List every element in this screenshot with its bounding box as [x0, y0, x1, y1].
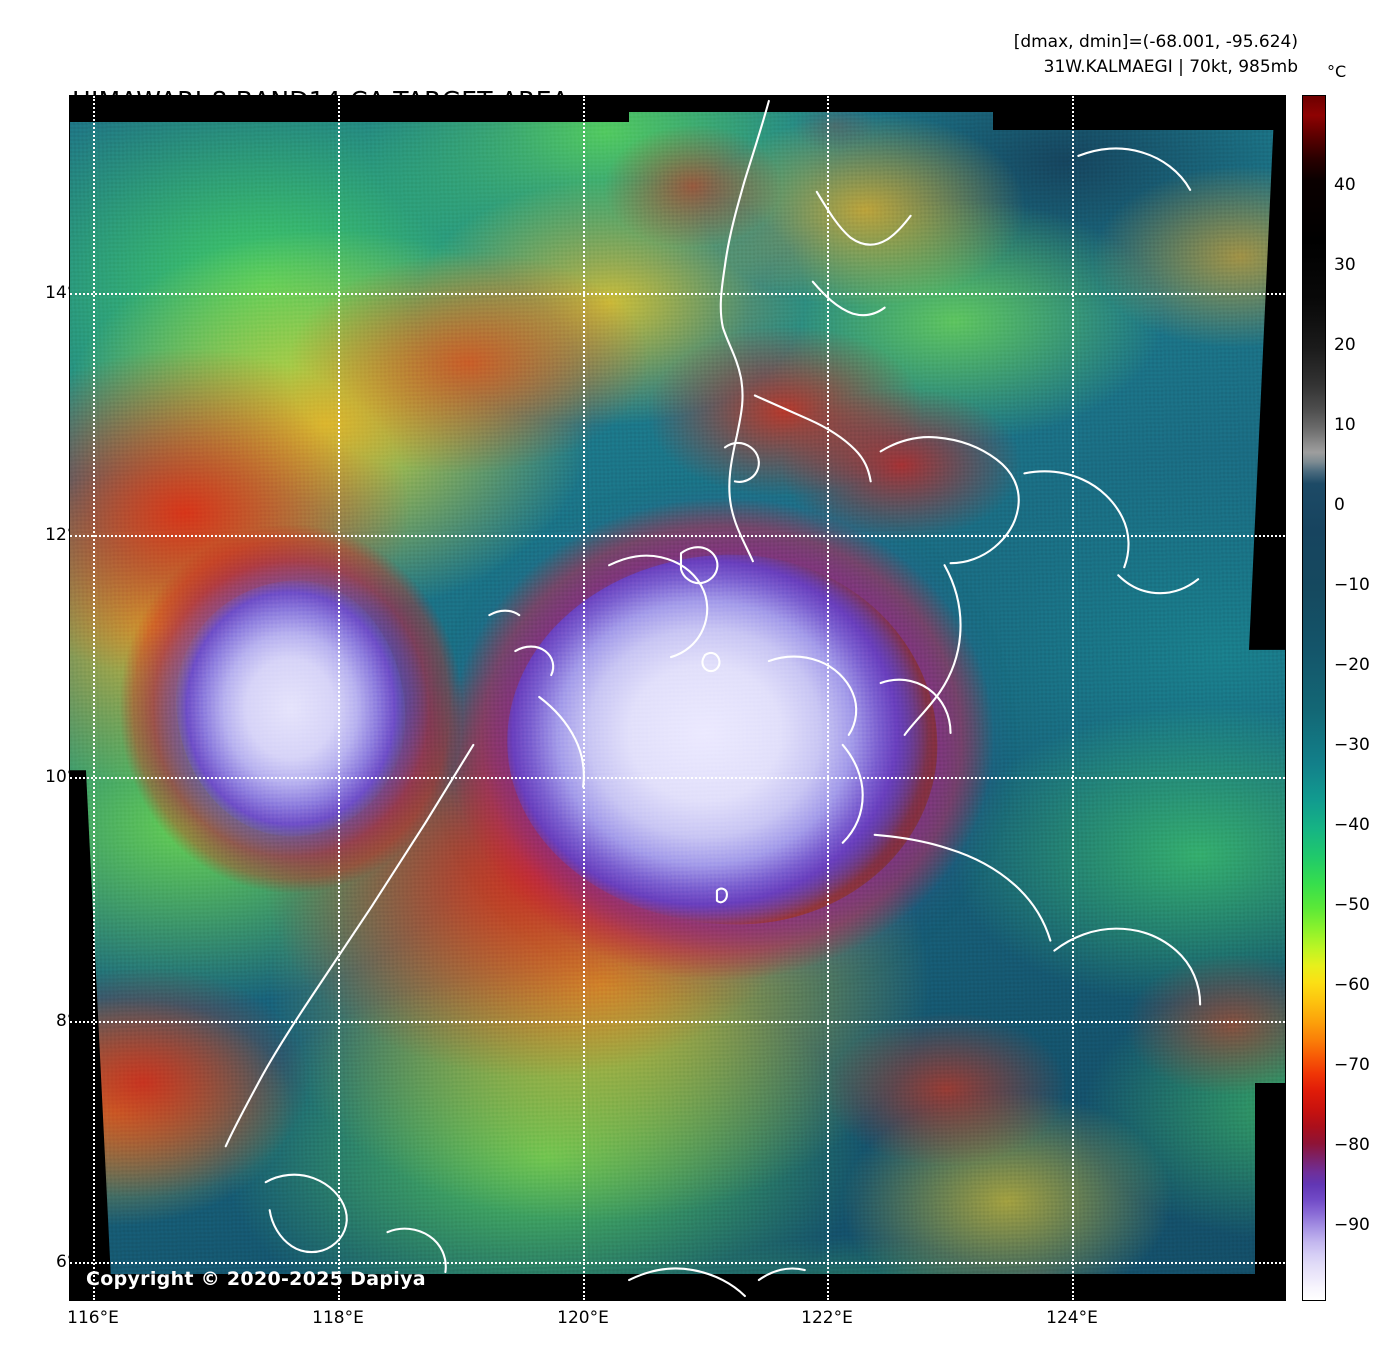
gridline-lat-8: [70, 1021, 1285, 1023]
swath-corner-mask: [70, 96, 629, 122]
colorbar-tick-label: −30: [1334, 735, 1370, 755]
gridline-lat-6: [70, 1262, 1285, 1264]
colorbar-tick-label: 40: [1334, 175, 1356, 195]
satellite-image-plot[interactable]: Copyright © 2020-2025 Dapiya: [69, 95, 1286, 1301]
colorbar-tick-label: −20: [1334, 655, 1370, 675]
colorbar-tick-label: −10: [1334, 575, 1370, 595]
gridline-lat-10: [70, 777, 1285, 779]
copyright-label: Copyright © 2020-2025 Dapiya: [86, 1268, 426, 1290]
swath-corner-mask: [70, 1274, 1285, 1300]
colorbar-tick-label: −90: [1334, 1215, 1370, 1235]
metadata-block: [dmax, dmin]=(-68.001, -95.624) 31W.KALM…: [1014, 30, 1298, 80]
colorbar-tick-label: −40: [1334, 815, 1370, 835]
xtick-label: 116°E: [67, 1308, 119, 1328]
data-range-label: [dmax, dmin]=(-68.001, -95.624): [1013, 32, 1298, 52]
xtick-label: 122°E: [801, 1308, 853, 1328]
gridline-lon-124: [1072, 96, 1074, 1300]
temperature-colorbar[interactable]: [1302, 95, 1326, 1301]
gridline-lat-12: [70, 535, 1285, 537]
gridline-lon-122: [827, 96, 829, 1300]
xtick-label: 118°E: [312, 1308, 364, 1328]
plot-clip: Copyright © 2020-2025 Dapiya: [70, 96, 1285, 1300]
colorbar-gradient: [1303, 96, 1325, 1300]
colorbar-tick-label: 30: [1334, 255, 1356, 275]
colorbar-tick-label: 20: [1334, 335, 1356, 355]
colorbar-tick-label: −70: [1334, 1055, 1370, 1075]
xtick-label: 120°E: [557, 1308, 609, 1328]
colorbar-tick-label: 10: [1334, 415, 1356, 435]
gridline-lon-118: [338, 96, 340, 1300]
xtick-label: 124°E: [1046, 1308, 1098, 1328]
colorbar-tick-label: −50: [1334, 895, 1370, 915]
colorbar-tick-label: −60: [1334, 975, 1370, 995]
colorbar-tick-label: −80: [1334, 1135, 1370, 1155]
storm-info-label: 31W.KALMAEGI | 70kt, 985mb: [1043, 57, 1298, 77]
gridline-lat-14: [70, 293, 1285, 295]
coastline-overlay: [224, 99, 1202, 1298]
gridline-lon-120: [583, 96, 585, 1300]
colorbar-tick-label: 0: [1334, 495, 1345, 515]
swath-corner-mask: [993, 96, 1285, 130]
gridline-lon-116: [93, 96, 95, 1300]
colorbar-unit-label: °C: [1327, 62, 1347, 81]
